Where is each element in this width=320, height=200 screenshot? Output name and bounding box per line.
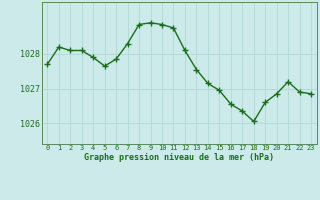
X-axis label: Graphe pression niveau de la mer (hPa): Graphe pression niveau de la mer (hPa): [84, 153, 274, 162]
